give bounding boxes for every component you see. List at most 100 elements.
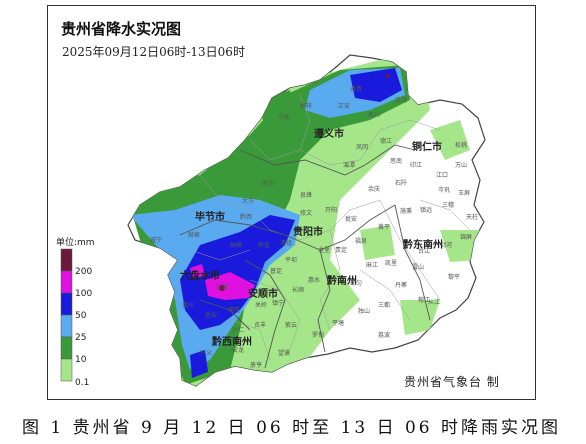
county-label: 赫章 bbox=[188, 232, 201, 239]
legend-label-10: 10 bbox=[75, 355, 87, 365]
rain-band-200 bbox=[219, 74, 390, 291]
city-label-liupanshui: 六盘水市 bbox=[180, 271, 220, 282]
legend-label-200: 200 bbox=[75, 267, 93, 277]
county-label: 普安 bbox=[205, 312, 218, 319]
county-label: 万山 bbox=[455, 162, 468, 169]
county-label: 雷山 bbox=[412, 264, 425, 271]
city-label-tongren: 铜仁市 bbox=[412, 142, 442, 153]
county-label: 织金 bbox=[258, 242, 271, 249]
county-label: 剑河 bbox=[440, 242, 453, 249]
legend-swatch-100 bbox=[60, 270, 73, 294]
county-label: 福泉 bbox=[355, 238, 368, 245]
county-label: 息烽 bbox=[300, 192, 313, 199]
county-label: 从江 bbox=[428, 299, 441, 306]
county-label: 凯里 bbox=[385, 260, 398, 267]
county-label: 天柱 bbox=[466, 214, 479, 221]
county-label: 黄平 bbox=[378, 224, 391, 231]
county-label: 惠水 bbox=[308, 277, 321, 284]
legend-swatch-0-1 bbox=[60, 358, 73, 382]
city-label-qianxinan: 黔西南州 bbox=[212, 337, 252, 348]
county-label: 施秉 bbox=[400, 208, 413, 215]
rain-band-100 bbox=[190, 264, 255, 300]
county-label: 余庆 bbox=[368, 186, 381, 193]
county-label: 独山 bbox=[358, 308, 371, 315]
city-label-zunyi: 遵义市 bbox=[314, 129, 344, 140]
county-label: 三穗 bbox=[442, 202, 455, 209]
county-label: 江口 bbox=[436, 172, 449, 179]
county-label: 锦屏 bbox=[460, 234, 473, 241]
county-label: 正安 bbox=[338, 103, 351, 110]
city-label-guiyang: 贵阳市 bbox=[293, 227, 323, 238]
county-label: 荔波 bbox=[378, 332, 391, 339]
county-label: 罗甸 bbox=[312, 332, 325, 339]
county-label: 修文 bbox=[300, 210, 313, 217]
county-label: 思南 bbox=[390, 158, 403, 165]
county-label: 都匀 bbox=[350, 280, 363, 287]
county-label: 平塘 bbox=[332, 320, 345, 327]
county-label: 习水 bbox=[278, 114, 291, 121]
county-label: 瓮安 bbox=[345, 216, 358, 223]
county-label: 开阳 bbox=[325, 207, 338, 214]
map-title: 贵州省降水实况图 bbox=[61, 20, 182, 38]
county-label: 沿河 bbox=[395, 97, 408, 104]
county-label: 德江 bbox=[380, 138, 393, 145]
county-label: 龙里 bbox=[318, 247, 331, 254]
city-label-qiandongnan: 黔东南州 bbox=[403, 240, 443, 251]
county-label: 道真 bbox=[350, 86, 363, 93]
county-label: 镇宁 bbox=[272, 300, 285, 307]
county-label: 石阡 bbox=[395, 180, 408, 187]
map-subtitle: 2025年09月12日06时-13日06时 bbox=[62, 45, 245, 59]
county-label: 桐梓 bbox=[300, 103, 313, 110]
county-label: 大方 bbox=[242, 198, 255, 205]
county-label: 盘州 bbox=[182, 302, 195, 309]
county-label: 关岭 bbox=[255, 302, 268, 309]
county-label: 麻江 bbox=[366, 262, 379, 269]
county-borders bbox=[189, 94, 471, 361]
legend-swatch-25 bbox=[60, 314, 73, 338]
figure-caption: 图 1 贵州省 9 月 12 日 06 时至 13 日 06 时降雨实况图 bbox=[22, 418, 562, 438]
county-label: 威宁 bbox=[150, 237, 163, 244]
county-label: 水城 bbox=[216, 284, 229, 291]
county-label: 岑巩 bbox=[438, 187, 451, 194]
county-label: 镇远 bbox=[420, 207, 433, 214]
county-label: 清镇 bbox=[280, 240, 293, 247]
county-label: 兴仁 bbox=[232, 327, 245, 334]
county-label: 兴义 bbox=[200, 350, 213, 357]
county-label: 金沙 bbox=[262, 180, 275, 187]
county-label: 台江 bbox=[418, 248, 431, 255]
county-label: 普定 bbox=[270, 268, 283, 275]
county-label: 榕江 bbox=[418, 297, 431, 304]
map-credit: 贵州省气象台 制 bbox=[404, 375, 500, 389]
county-label: 贞丰 bbox=[254, 322, 267, 329]
legend-label-100: 100 bbox=[75, 289, 93, 299]
county-label: 长顺 bbox=[292, 287, 305, 294]
legend-unit: 单位:mm bbox=[56, 238, 95, 248]
legend-label-0-1: 0.1 bbox=[75, 378, 90, 388]
legend-label-50: 50 bbox=[75, 311, 87, 321]
county-label: 丹寨 bbox=[395, 282, 408, 289]
legend-scale bbox=[60, 248, 73, 382]
county-label: 晴隆 bbox=[228, 307, 241, 314]
county-label: 三都 bbox=[378, 302, 391, 309]
county-label: 安龙 bbox=[232, 347, 245, 354]
county-label: 印江 bbox=[410, 162, 423, 169]
county-label: 松桃 bbox=[455, 142, 468, 149]
county-label: 贵定 bbox=[335, 247, 348, 254]
county-label: 黔西 bbox=[240, 214, 253, 221]
county-label: 湄潭 bbox=[343, 162, 356, 169]
county-label: 纳雍 bbox=[230, 242, 243, 249]
legend-swatch-50 bbox=[60, 292, 73, 316]
legend-label-25: 25 bbox=[75, 333, 87, 343]
county-label: 平坝 bbox=[285, 257, 298, 264]
county-label: 望谟 bbox=[278, 350, 291, 357]
county-label: 玉屏 bbox=[458, 190, 471, 197]
county-label: 务川 bbox=[368, 112, 381, 119]
legend-swatch-200 bbox=[60, 248, 73, 272]
legend-swatch-10 bbox=[60, 336, 73, 360]
county-label: 黎平 bbox=[448, 274, 461, 281]
city-label-anshun: 安顺市 bbox=[248, 289, 278, 300]
city-label-qiannan: 黔南州 bbox=[327, 276, 357, 287]
prefecture-borders bbox=[179, 144, 431, 369]
county-label: 紫云 bbox=[285, 322, 298, 329]
